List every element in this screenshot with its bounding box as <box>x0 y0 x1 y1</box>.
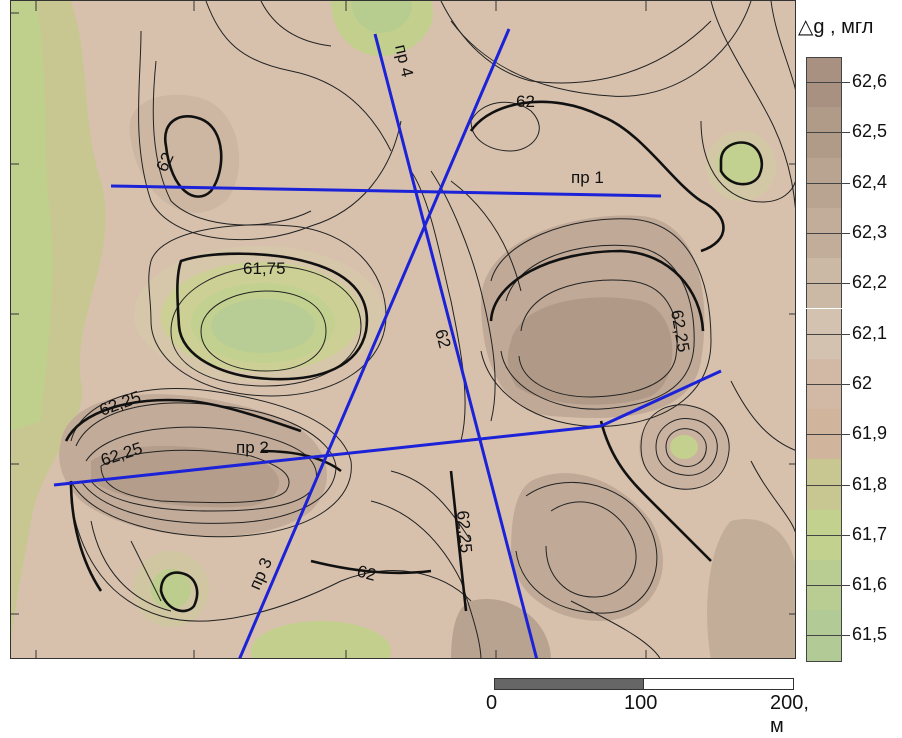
contour-label: 62 <box>431 327 454 350</box>
southwest-high-inner <box>91 446 280 508</box>
scale-label-0: 0 <box>486 692 498 714</box>
upper-left-zone <box>129 94 240 213</box>
map-frame: пр 1 пр 2 пр 3 пр 4 62 62 61,75 62,25 62… <box>10 0 796 659</box>
legend-label: 62,5 <box>852 121 888 142</box>
contour-label: 62 <box>516 92 535 111</box>
profile-2-line-extension[interactable] <box>600 369 722 428</box>
contour-lines-bold <box>64 100 764 613</box>
legend-swatch <box>806 409 842 460</box>
legend-top-edge <box>806 57 842 58</box>
west-low-zone-inner <box>11 1 53 431</box>
gravity-anomaly-map[interactable]: пр 1 пр 2 пр 3 пр 4 62 62 61,75 62,25 62… <box>11 1 796 659</box>
legend-tick <box>806 635 850 637</box>
contour-lines-thin <box>70 1 795 658</box>
legend-tick <box>806 283 850 285</box>
east-low-ring-core <box>670 435 698 459</box>
legend-label: 61,6 <box>852 574 888 595</box>
north-low-zone-core <box>351 1 412 33</box>
legend-label: 61,7 <box>852 523 888 544</box>
profile-1-label: пр 1 <box>571 168 604 187</box>
legend-title: △g , мгл <box>798 16 874 38</box>
legend-bottom-edge <box>806 660 842 662</box>
legend-label: 62,4 <box>852 171 888 192</box>
legend-label: 62,1 <box>852 322 888 343</box>
legend-tick <box>806 233 850 235</box>
legend-label: 62,6 <box>852 71 888 92</box>
profile-3-line[interactable] <box>238 28 511 659</box>
southwest-low-small-core <box>151 569 191 609</box>
profile-1-line[interactable] <box>110 184 662 198</box>
scale-bar-light-segment <box>643 678 794 690</box>
legend-label: 61,9 <box>852 423 888 444</box>
legend-tick <box>806 484 850 486</box>
legend-swatch <box>806 509 842 560</box>
legend-tick <box>806 383 850 385</box>
scale-bar: 0 100 200, м <box>486 676 809 737</box>
contour-label: 61,75 <box>243 259 286 278</box>
legend-label: 62 <box>852 372 873 393</box>
legend-label: 62,3 <box>852 222 888 243</box>
color-legend: △g , мгл 62,6 62,5 62,4 62,3 62,2 62,1 62 61,9 6… <box>798 0 902 680</box>
east-low-small-core <box>717 141 761 185</box>
legend-tick <box>806 333 850 335</box>
legend-swatch <box>806 459 842 510</box>
scale-label-100: 100 <box>624 692 658 714</box>
legend-swatch <box>806 157 842 208</box>
scale-label-200: 200, м <box>770 692 809 737</box>
legend-tick <box>806 434 850 436</box>
frame-ticks <box>11 1 795 658</box>
south-low-zone <box>251 621 391 658</box>
legend-tick <box>806 534 850 536</box>
profile-2-label: пр 2 <box>236 438 269 457</box>
legend-tick <box>806 585 850 587</box>
legend-tick <box>806 182 850 184</box>
legend-swatch <box>806 207 842 259</box>
east-high-inner <box>507 297 673 405</box>
contour-label: 62 <box>355 562 378 585</box>
profile-4-line[interactable] <box>373 33 539 659</box>
scale-bar-dark-segment <box>494 678 645 690</box>
central-low-core <box>211 299 315 353</box>
contour-label: 62,25 <box>453 510 476 554</box>
legend-label: 62,2 <box>852 272 888 293</box>
legend-tick <box>806 82 850 84</box>
profile-lines <box>53 28 722 659</box>
legend-label: 61,5 <box>852 624 888 645</box>
legend-swatch <box>806 258 842 309</box>
legend-tick <box>806 132 850 134</box>
southeast-corner-high <box>707 519 795 658</box>
legend-label: 61,8 <box>852 473 888 494</box>
